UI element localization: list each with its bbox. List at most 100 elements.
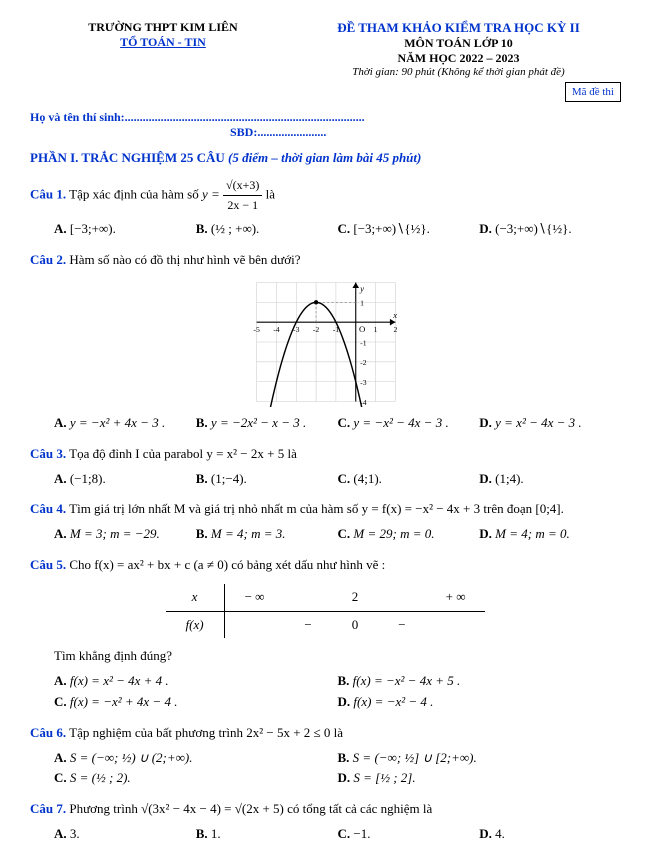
q7-choice-b: B. 1.	[196, 824, 338, 845]
q5-choice-b: B. f(x) = −x² − 4x + 5 .	[338, 671, 622, 692]
q1-label: Câu 1.	[30, 187, 66, 202]
q3-choice-d: D. (1;4).	[479, 469, 621, 490]
q7-label: Câu 7.	[30, 801, 66, 816]
svg-text:y: y	[359, 283, 364, 293]
exam-subject: MÔN TOÁN LỚP 10	[296, 36, 621, 51]
name-label: Họ và tên thí sinh:.....................…	[30, 110, 365, 124]
svg-text:2: 2	[393, 325, 397, 334]
q5-label: Câu 5.	[30, 557, 66, 572]
q4-a-text: M = 3; m = −29.	[70, 526, 160, 541]
q7-c-text: −1.	[353, 826, 370, 841]
q3-text: Tọa độ đỉnh I của parabol y = x² − 2x + …	[69, 446, 297, 461]
q4-choice-b: B. M = 4; m = 3.	[196, 524, 338, 545]
q1-choice-c: C. [−3;+∞)∖{½}.	[338, 219, 480, 240]
q1-d-text: (−3;+∞)∖{½}.	[495, 221, 571, 236]
q3-b-text: (1;−4).	[211, 471, 247, 486]
q3-label: Câu 3.	[30, 446, 66, 461]
q7-b-text: 1.	[211, 826, 221, 841]
q1-fraction: √(x+3) 2x − 1	[223, 176, 262, 215]
q5-choice-a: A. f(x) = x² − 4x + 4 .	[54, 671, 338, 692]
q5-c-text: f(x) = −x² + 4x − 4 .	[70, 694, 178, 709]
q2-label: Câu 2.	[30, 252, 66, 267]
q1-choice-d: D. (−3;+∞)∖{½}.	[479, 219, 621, 240]
q5-text: Cho f(x) = ax² + bx + c (a ≠ 0) có bảng …	[69, 557, 385, 572]
part1-title-text: PHẦN I. TRẮC NGHIỆM 25 CÂU	[30, 150, 225, 165]
q6-c-text: S = (½ ; 2).	[70, 770, 131, 785]
q5-th-5: + ∞	[426, 584, 486, 611]
q3-d-text: (1;4).	[495, 471, 524, 486]
q5-tr-2: −	[284, 611, 331, 638]
q7-choice-a: A. 3.	[54, 824, 196, 845]
q3-choice-b: B. (1;−4).	[196, 469, 338, 490]
q6-choice-a: A. S = (−∞; ½) ∪ (2;+∞).	[54, 748, 338, 769]
q5-th-3: 2	[332, 584, 379, 611]
q1-formula: y =	[202, 187, 223, 202]
q1-den: 2x − 1	[223, 196, 262, 215]
q7-choice-c: C. −1.	[338, 824, 480, 845]
q5-th-2	[284, 584, 331, 611]
q2-c-text: y = −x² − 4x − 3 .	[353, 415, 448, 430]
q4-choice-c: C. M = 29; m = 0.	[338, 524, 480, 545]
q3-c-text: (4;1).	[353, 471, 382, 486]
part1-note: (5 điểm – thời gian làm bài 45 phút)	[228, 150, 421, 165]
q2-a-text: y = −x² + 4x − 3 .	[70, 415, 165, 430]
svg-text:-1: -1	[360, 338, 367, 347]
q4-label: Câu 4.	[30, 501, 66, 516]
q6-choice-d: D. S = [½ ; 2].	[338, 768, 622, 789]
q7-text: Phương trình √(3x² − 4x − 4) = √(2x + 5)…	[69, 801, 432, 816]
q5-th-4	[378, 584, 425, 611]
q4-d-text: M = 4; m = 0.	[495, 526, 570, 541]
question-5: Câu 5. Cho f(x) = ax² + bx + c (a ≠ 0) c…	[30, 555, 621, 713]
sbd-label: SBD:.......................	[230, 125, 326, 139]
svg-text:x: x	[392, 310, 397, 320]
q5-choice-c: C. f(x) = −x² + 4x − 4 .	[54, 692, 338, 713]
q6-choice-c: C. S = (½ ; 2).	[54, 768, 338, 789]
q4-c-text: M = 29; m = 0.	[353, 526, 434, 541]
svg-text:-2: -2	[360, 358, 367, 367]
q4-choice-d: D. M = 4; m = 0.	[479, 524, 621, 545]
svg-text:1: 1	[373, 325, 377, 334]
q5-tr-0: f(x)	[166, 611, 225, 638]
q5-tr-4: −	[378, 611, 425, 638]
q5-prompt: Tìm khẳng định đúng?	[54, 646, 621, 667]
q5-tr-3: 0	[332, 611, 379, 638]
q4-b-text: M = 4; m = 3.	[211, 526, 286, 541]
question-1: Câu 1. Tập xác định của hàm số y = √(x+3…	[30, 176, 621, 240]
q4-text: Tìm giá trị lớn nhất M và giá trị nhỏ nh…	[69, 501, 564, 516]
exam-code-box: Mã đề thi	[565, 82, 621, 102]
q5-sign-table: x − ∞ 2 + ∞ f(x) − 0 −	[166, 584, 486, 639]
q1-c-text: [−3;+∞)∖{½}.	[353, 221, 429, 236]
question-6: Câu 6. Tập nghiệm của bất phương trình 2…	[30, 723, 621, 789]
q3-a-text: (−1;8).	[70, 471, 106, 486]
svg-text:-4: -4	[273, 325, 280, 334]
school-name: TRƯỜNG THPT KIM LIÊN	[30, 20, 296, 35]
q2-choice-a: A. y = −x² + 4x − 3 .	[54, 413, 196, 434]
exam-year: NĂM HỌC 2022 – 2023	[296, 51, 621, 66]
q6-d-text: S = [½ ; 2].	[353, 770, 415, 785]
q5-d-text: f(x) = −x² − 4 .	[353, 694, 433, 709]
q5-tr-1	[224, 611, 284, 638]
q2-text: Hàm số nào có đồ thị như hình vẽ bên dướ…	[69, 252, 300, 267]
candidate-info: Họ và tên thí sinh:.....................…	[30, 110, 621, 140]
question-3: Câu 3. Tọa độ đỉnh I của parabol y = x² …	[30, 444, 621, 490]
svg-text:-2: -2	[312, 325, 319, 334]
svg-text:O: O	[359, 324, 365, 334]
q6-a-text: S = (−∞; ½) ∪ (2;+∞).	[70, 750, 193, 765]
q5-b-text: f(x) = −x² − 4x + 5 .	[353, 673, 461, 688]
q5-th-1: − ∞	[224, 584, 284, 611]
q6-b-text: S = (−∞; ½] ∪ [2;+∞).	[353, 750, 477, 765]
svg-text:1: 1	[360, 299, 364, 308]
exam-time: Thời gian: 90 phút (Không kể thời gian p…	[296, 66, 621, 78]
q1-choice-a: A. [−3;+∞).	[54, 219, 196, 240]
svg-text:-3: -3	[360, 378, 367, 387]
q3-choice-a: A. (−1;8).	[54, 469, 196, 490]
q2-choice-b: B. y = −2x² − x − 3 .	[196, 413, 338, 434]
q7-d-text: 4.	[495, 826, 505, 841]
q1-choice-b: B. (½ ; +∞).	[196, 219, 338, 240]
q3-choice-c: C. (4;1).	[338, 469, 480, 490]
question-7: Câu 7. Phương trình √(3x² − 4x − 4) = √(…	[30, 799, 621, 845]
svg-text:-5: -5	[253, 325, 260, 334]
q4-choice-a: A. M = 3; m = −29.	[54, 524, 196, 545]
question-4: Câu 4. Tìm giá trị lớn nhất M và giá trị…	[30, 499, 621, 545]
q2-choice-d: D. y = x² − 4x − 3 .	[479, 413, 621, 434]
